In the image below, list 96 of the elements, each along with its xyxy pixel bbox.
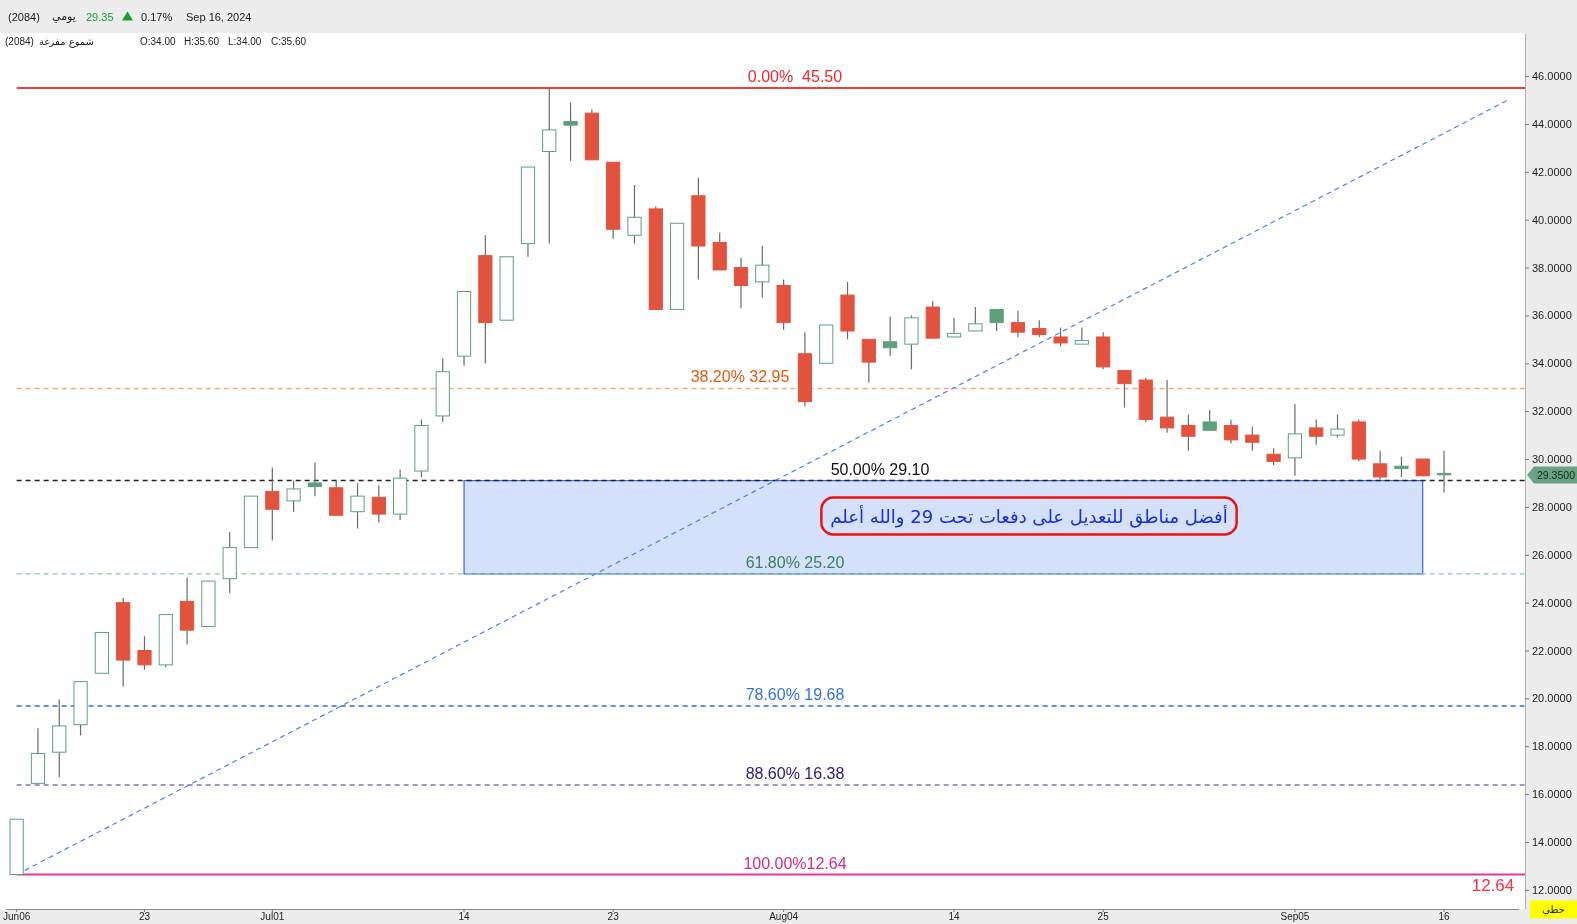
candlestick bbox=[584, 108, 599, 161]
y-tick-label: 16.0000 bbox=[1532, 788, 1572, 801]
ref-line-label: 61.80% 25.20 bbox=[745, 553, 845, 571]
x-tick-label: Sep05 bbox=[1280, 911, 1310, 923]
candlestick bbox=[1287, 403, 1303, 477]
ref-line-label: 0.00% 45.50 bbox=[747, 68, 843, 86]
candlestick bbox=[755, 245, 770, 299]
annotation: (2084) bbox=[5, 36, 34, 47]
candlestick bbox=[307, 462, 323, 497]
candlestick bbox=[286, 479, 301, 513]
candlestick bbox=[499, 256, 514, 321]
candlestick bbox=[1074, 326, 1089, 345]
annotation: شموع مفرغة bbox=[39, 36, 94, 48]
y-tick-label: 22.0000 bbox=[1532, 644, 1572, 657]
ref-line-label: 88.60% 16.38 bbox=[745, 765, 845, 783]
candlestick bbox=[797, 331, 813, 407]
candlestick bbox=[627, 184, 642, 245]
candlestick bbox=[52, 698, 67, 778]
x-tick-label: 14 bbox=[458, 911, 471, 923]
candlestick bbox=[904, 314, 919, 370]
candlestick bbox=[1010, 310, 1026, 338]
y-tick-label: 30.0000 bbox=[1532, 453, 1572, 466]
x-tick-label: Aug04 bbox=[769, 911, 799, 923]
candlestick bbox=[1415, 458, 1430, 477]
candlestick bbox=[669, 222, 685, 310]
candlestick bbox=[243, 495, 259, 549]
candlestick bbox=[9, 818, 24, 876]
text: (2084) bbox=[8, 10, 40, 23]
ref-line-label: 38.20% 32.95 bbox=[690, 368, 790, 386]
y-tick-label: 12.0000 bbox=[1532, 883, 1572, 896]
candlestick bbox=[1117, 369, 1132, 409]
ref-line-label: 100.00%12.64 bbox=[743, 854, 847, 872]
candlestick bbox=[30, 727, 46, 784]
candlestick bbox=[435, 357, 450, 423]
candlestick bbox=[201, 580, 216, 628]
candlestick bbox=[861, 338, 876, 384]
candlestick bbox=[371, 484, 386, 524]
x-tick-label: 25 bbox=[1097, 911, 1110, 923]
x-tick-label: 23 bbox=[138, 911, 151, 923]
annotation: O:34.00 bbox=[140, 36, 177, 47]
x-tick-label: 14 bbox=[948, 911, 961, 923]
y-tick-label: 36.0000 bbox=[1532, 309, 1572, 322]
candlestick bbox=[393, 469, 408, 521]
annotation: L:34.00 bbox=[228, 36, 262, 47]
ref-line-label: 78.60% 19.68 bbox=[745, 686, 845, 704]
candlestick bbox=[691, 177, 706, 281]
candlestick bbox=[222, 531, 237, 594]
band-label: أفضل مناطق للتعديل على دفعات تحت 29 والله أعلم bbox=[830, 504, 1228, 528]
candlestick bbox=[733, 257, 749, 309]
candlestick bbox=[350, 482, 365, 530]
candlestick bbox=[563, 101, 578, 162]
y-tick-label: 34.0000 bbox=[1532, 357, 1572, 370]
candlestick bbox=[265, 466, 280, 542]
annotation: 12.64 bbox=[1471, 876, 1515, 896]
candlestick bbox=[1159, 379, 1175, 434]
text: يومي bbox=[52, 10, 76, 23]
y-tick-label: 32.0000 bbox=[1532, 405, 1572, 418]
text: 0.17% bbox=[141, 10, 173, 23]
annotation: C:35.60 bbox=[271, 36, 307, 47]
candlestick bbox=[116, 597, 131, 688]
y-tick-label: 28.0000 bbox=[1532, 500, 1572, 513]
y-tick-label: 24.0000 bbox=[1532, 596, 1572, 609]
y-tick-label: 38.0000 bbox=[1532, 261, 1572, 274]
candlestick bbox=[883, 316, 898, 357]
x-tick-label: Jul01 bbox=[260, 911, 285, 923]
y-tick-label: 46.0000 bbox=[1532, 70, 1572, 83]
candlestick bbox=[1436, 450, 1452, 494]
candlestick bbox=[137, 635, 152, 671]
y-tick-label: 44.0000 bbox=[1532, 117, 1572, 130]
candlestick bbox=[478, 234, 493, 364]
candlestick bbox=[1373, 450, 1388, 480]
y-tick-label: 42.0000 bbox=[1532, 165, 1572, 178]
y-tick-label: 14.0000 bbox=[1532, 836, 1572, 848]
text: Sep 16, 2024 bbox=[186, 10, 252, 23]
text: 29.3500 bbox=[1537, 469, 1576, 481]
y-tick-label: 20.0000 bbox=[1532, 692, 1572, 705]
candlestick bbox=[542, 87, 557, 245]
x-tick-label: 23 bbox=[607, 911, 620, 923]
candlestick bbox=[94, 632, 109, 674]
x-tick-label: 16 bbox=[1438, 911, 1451, 923]
y-tick-label: 40.0000 bbox=[1532, 213, 1572, 226]
candlestick bbox=[1223, 418, 1239, 445]
candlestick bbox=[456, 290, 472, 367]
candlestick bbox=[840, 281, 855, 340]
annotation: H:35.60 bbox=[184, 36, 220, 47]
candlestick bbox=[179, 576, 195, 646]
candlestick bbox=[520, 166, 536, 258]
ref-line-label: 50.00% 29.10 bbox=[830, 460, 930, 478]
candlestick bbox=[819, 324, 834, 364]
candlestick bbox=[1181, 414, 1196, 452]
y-tick-label: 26.0000 bbox=[1532, 548, 1572, 561]
y-tick-label: 18.0000 bbox=[1532, 740, 1572, 753]
text: 29.35 bbox=[86, 10, 114, 23]
candlestick bbox=[946, 317, 962, 338]
text: خطي bbox=[1542, 904, 1565, 916]
x-tick-label: Jun06 bbox=[3, 911, 31, 923]
